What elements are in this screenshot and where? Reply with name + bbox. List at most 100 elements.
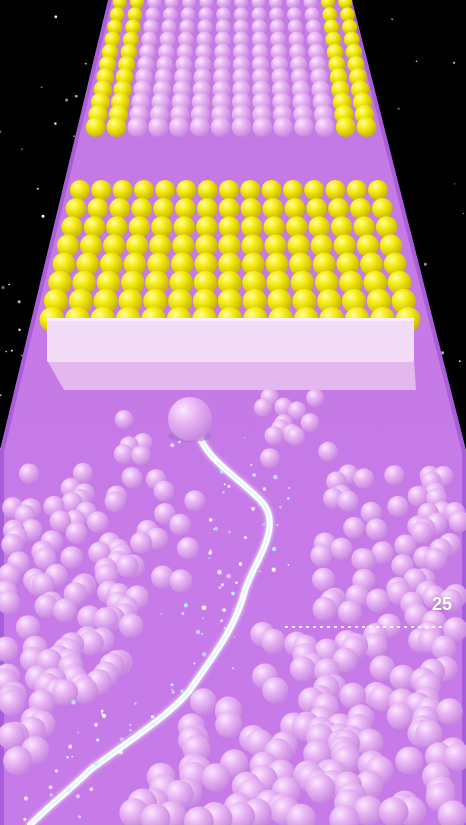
pink-ball: [270, 43, 287, 61]
star: [85, 62, 87, 65]
starfield: [0, 15, 464, 450]
pink-ball: [182, 0, 197, 9]
star: [462, 212, 464, 214]
pink-ball: [407, 485, 429, 507]
pink-ball: [33, 547, 57, 570]
pink-ball: [431, 635, 457, 661]
pink-ball-group-far: [127, 0, 335, 137]
sparkle: [222, 491, 225, 494]
trail-sparkles: [23, 436, 291, 821]
yellow-ball: [120, 270, 145, 295]
pink-ball: [210, 117, 231, 137]
sparkle: [49, 793, 53, 797]
pink-ball: [251, 31, 268, 48]
pink-ball: [307, 31, 323, 48]
sparkle: [220, 583, 224, 587]
pink-ball: [233, 7, 249, 22]
pink-ball: [300, 413, 320, 433]
sparkle: [94, 723, 98, 727]
pink-ball: [312, 597, 337, 621]
sparkle: [171, 688, 174, 692]
pink-ball: [378, 797, 409, 825]
yellow-ball: [267, 288, 292, 314]
sparkle: [258, 504, 261, 507]
yellow-ball: [241, 234, 264, 257]
yellow-ball: [341, 288, 367, 314]
yellow-ball: [312, 252, 336, 276]
yellow-ball: [356, 117, 377, 137]
star: [440, 351, 445, 355]
yellow-ball: [56, 234, 80, 257]
sparkle: [227, 484, 231, 488]
yellow-ball: [173, 216, 195, 238]
pink-ball: [251, 0, 266, 9]
yellow-ball: [356, 234, 379, 257]
pink-ball: [127, 117, 148, 137]
sparkle: [183, 603, 188, 608]
yellow-ball: [286, 216, 308, 238]
star: [0, 394, 2, 397]
pink-ball: [269, 7, 284, 22]
sparkle: [170, 683, 174, 687]
sparkle: [171, 690, 175, 694]
yellow-ball: [383, 252, 407, 276]
pink-ball: [360, 501, 382, 523]
pink-ball: [384, 465, 405, 486]
sparkle: [180, 689, 184, 693]
yellow-ball: [91, 180, 112, 200]
yellow-ball: [52, 252, 76, 276]
sparkle: [71, 755, 74, 758]
pink-ball: [184, 490, 206, 512]
pink-ball: [196, 31, 213, 48]
pink-ball: [0, 590, 21, 615]
sparkle: [100, 712, 104, 715]
player-ball[interactable]: [168, 397, 212, 442]
pink-ball: [264, 426, 284, 446]
yellow-ball: [147, 252, 171, 276]
pink-ball: [286, 0, 301, 9]
star: [458, 360, 461, 362]
pink-ball: [93, 607, 118, 632]
yellow-ball: [304, 180, 325, 200]
yellow-ball: [340, 7, 355, 22]
yellow-ball: [123, 252, 147, 276]
pink-ball: [145, 7, 160, 22]
pink-ball: [147, 0, 162, 9]
sparkle: [219, 469, 224, 474]
yellow-ball: [151, 216, 173, 238]
sparkle: [48, 785, 53, 790]
yellow-ball: [83, 216, 106, 238]
yellow-ball: [196, 198, 218, 219]
sparkle: [231, 591, 235, 596]
yellow-ball: [379, 234, 402, 257]
pink-ball: [286, 426, 306, 446]
pink-ball: [104, 491, 126, 513]
sparkle: [202, 652, 207, 657]
sparkle: [129, 729, 132, 732]
pink-ball: [443, 617, 466, 642]
star: [424, 262, 427, 266]
yellow-ball: [70, 180, 90, 200]
pink-ball: [179, 19, 195, 35]
pink-ball: [65, 522, 88, 544]
sparkle: [201, 617, 204, 620]
star: [18, 328, 21, 331]
pink-ball: [289, 43, 306, 61]
yellow-ball: [125, 19, 141, 35]
pink-ball: [130, 531, 153, 555]
distance-marker: 25: [432, 594, 453, 614]
barrier-wall: [47, 318, 416, 390]
pink-ball: [169, 513, 191, 536]
pink-ball: [183, 806, 214, 825]
pink-ball: [304, 7, 320, 22]
yellow-ball: [366, 288, 391, 314]
pink-ball: [161, 19, 177, 35]
sparkle: [23, 796, 29, 801]
yellow-ball: [218, 216, 240, 238]
pink-ball: [330, 537, 353, 560]
sparkle: [102, 713, 106, 718]
pink-ball: [287, 7, 302, 22]
yellow-ball: [87, 198, 109, 219]
